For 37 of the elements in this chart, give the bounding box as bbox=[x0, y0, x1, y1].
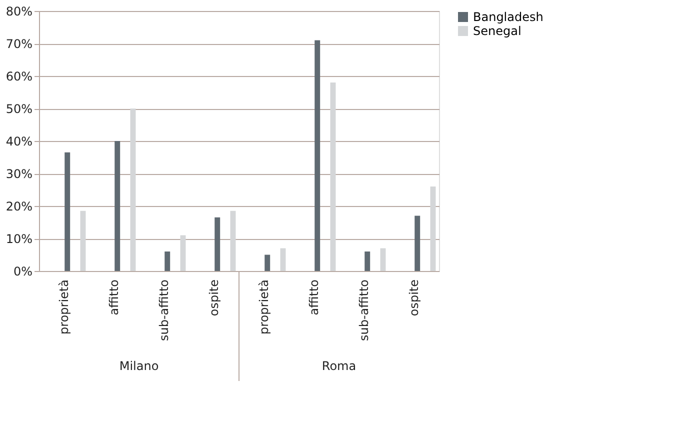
bar bbox=[414, 216, 420, 271]
y-tick-label: 0% bbox=[13, 264, 32, 278]
x-tick-label: ospite bbox=[207, 280, 221, 316]
text: Milano bbox=[119, 359, 159, 373]
bar bbox=[380, 248, 386, 271]
x-tick-label: affitto bbox=[307, 280, 321, 316]
bar bbox=[230, 210, 236, 271]
y-tick-label: 80% bbox=[6, 4, 32, 18]
bar bbox=[64, 152, 70, 271]
legend-label: Bangladesh bbox=[473, 10, 544, 24]
x-tick-label: proprietà bbox=[257, 280, 271, 334]
y-tick-label: 60% bbox=[6, 70, 32, 84]
x-tick-label: sub-affitto bbox=[157, 280, 171, 342]
y-tick-label: 20% bbox=[6, 200, 32, 214]
bar bbox=[330, 82, 336, 271]
bar bbox=[430, 186, 436, 271]
bar bbox=[80, 210, 86, 271]
x-tick-label: ospite bbox=[407, 280, 421, 316]
bar bbox=[130, 108, 136, 271]
bar bbox=[114, 141, 120, 271]
y-tick-label: 30% bbox=[6, 167, 32, 181]
text: Roma bbox=[322, 359, 356, 373]
y-tick-label: 70% bbox=[6, 37, 32, 51]
legend-label: Senegal bbox=[473, 24, 522, 38]
bar bbox=[280, 248, 286, 271]
x-tick-label: proprietà bbox=[57, 280, 71, 334]
bar bbox=[214, 217, 220, 271]
y-tick-label: 40% bbox=[6, 134, 32, 148]
y-tick-label: 50% bbox=[6, 102, 32, 116]
bar bbox=[314, 40, 320, 271]
bar bbox=[164, 252, 170, 271]
bar bbox=[180, 235, 186, 271]
y-tick-label: 10% bbox=[6, 232, 32, 246]
bar bbox=[364, 252, 370, 271]
bar bbox=[264, 254, 270, 271]
x-tick-label: affitto bbox=[107, 280, 121, 316]
x-tick-label: sub-affitto bbox=[357, 280, 371, 342]
